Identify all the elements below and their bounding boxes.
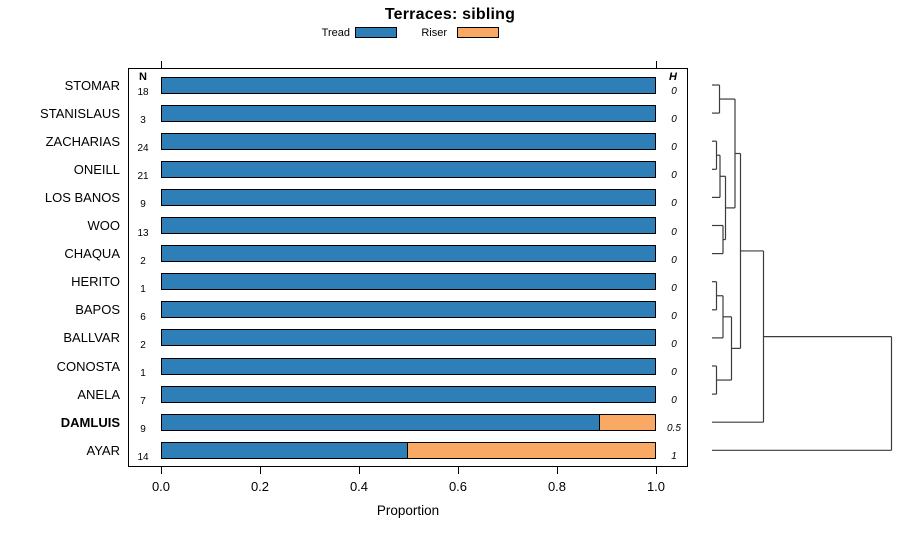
bar-segment-tread [161, 357, 656, 375]
chart-title: Terraces: sibling [384, 6, 516, 23]
h-value: 0 [671, 86, 677, 97]
row-label: BAPOS [75, 302, 120, 318]
x-axis-tick-label: 1.0 [646, 479, 666, 494]
bar-segment-tread [161, 273, 656, 291]
bar-segment-tread [161, 413, 601, 431]
h-value: 0 [671, 338, 677, 350]
row-label: ANELA [77, 386, 120, 402]
x-axis-tick [161, 467, 163, 474]
h-column-header: H [669, 71, 677, 83]
x-axis-title: Proportion [376, 503, 440, 518]
x-axis-tick-label: 0.8 [547, 479, 567, 494]
x-axis-tick-label: 0.6 [448, 479, 468, 494]
x-axis-tick [260, 467, 262, 474]
row-label: HERITO [71, 274, 120, 290]
tread-swatch-icon [355, 27, 397, 38]
n-value: 9 [140, 424, 146, 436]
row-label: ONEILL [73, 161, 120, 177]
x-axis-tick-label: 0.4 [349, 479, 369, 494]
h-value: 0 [671, 367, 677, 378]
row-label: STANISLAUS [40, 105, 120, 121]
bar-segment-tread [161, 441, 409, 459]
h-value: 0 [671, 254, 677, 266]
bar-segment-tread [161, 132, 656, 150]
bar-segment-tread [161, 188, 656, 206]
n-value: 3 [140, 115, 146, 127]
row-label: LOS BANOS [44, 189, 120, 205]
x-axis-tick [458, 467, 460, 474]
bar-segment-tread [161, 104, 656, 122]
h-value: 1 [671, 451, 677, 463]
legend-label-tread: Tread [321, 27, 350, 39]
n-value: 14 [137, 452, 149, 464]
n-value: 2 [140, 255, 146, 267]
bar-segment-tread [161, 245, 656, 263]
h-value: 0 [671, 310, 677, 322]
bar-segment-tread [161, 76, 656, 94]
n-value: 6 [140, 311, 146, 323]
h-value: 0 [671, 170, 677, 182]
n-value: 13 [137, 227, 149, 239]
row-label: ZACHARIAS [45, 133, 120, 149]
n-value: 24 [137, 143, 149, 155]
n-value: 2 [140, 339, 146, 351]
bar-segment-riser [599, 413, 656, 431]
top-axis-tick [656, 61, 658, 68]
bar-segment-tread [161, 329, 656, 347]
row-label: CONOSTA [56, 358, 120, 374]
h-value: 0 [671, 226, 677, 238]
x-axis-tick-label: 0.2 [250, 479, 270, 494]
h-value: 0.5 [667, 423, 681, 435]
x-axis-tick [359, 467, 361, 474]
bar-segment-tread [161, 301, 656, 319]
row-label: WOO [87, 218, 121, 233]
row-label: CHAQUA [64, 246, 120, 262]
bar-segment-tread [161, 217, 656, 234]
bar-segment-riser [407, 441, 656, 459]
x-axis-tick [656, 467, 658, 474]
x-axis-tick [557, 467, 559, 474]
bar-segment-tread [161, 160, 656, 178]
n-value: 9 [140, 199, 146, 211]
bar-segment-tread [161, 385, 656, 403]
n-value: 18 [137, 87, 149, 98]
h-value: 0 [671, 142, 677, 154]
x-axis-tick-label: 0.0 [151, 479, 171, 494]
top-axis-tick [161, 61, 163, 68]
h-value: 0 [671, 395, 677, 407]
h-value: 0 [671, 282, 677, 294]
n-column-header: N [139, 71, 147, 83]
n-value: 7 [140, 396, 146, 408]
h-value: 0 [671, 114, 677, 126]
riser-swatch-icon [457, 27, 499, 38]
h-value: 0 [671, 198, 677, 210]
n-value: 1 [140, 368, 146, 379]
plot-box [128, 68, 688, 467]
row-label: AYAR [86, 442, 120, 458]
n-value: 21 [137, 171, 149, 183]
row-label: STOMAR [64, 77, 120, 93]
n-value: 1 [140, 283, 146, 295]
row-label: DAMLUIS [60, 414, 120, 430]
legend-label-riser: Riser [421, 27, 447, 39]
row-label: BALLVAR [63, 330, 120, 346]
